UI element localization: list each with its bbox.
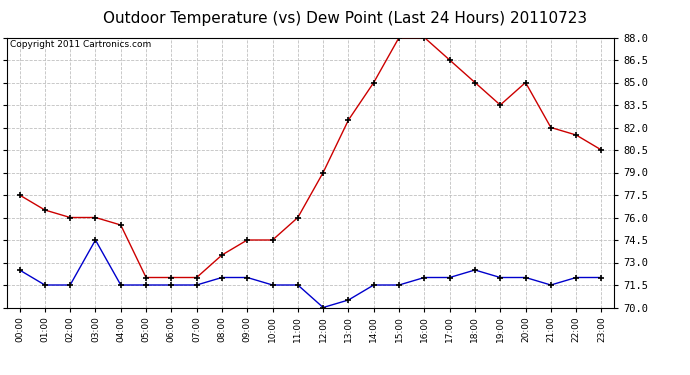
Text: Outdoor Temperature (vs) Dew Point (Last 24 Hours) 20110723: Outdoor Temperature (vs) Dew Point (Last…: [103, 11, 587, 26]
Text: Copyright 2011 Cartronics.com: Copyright 2011 Cartronics.com: [10, 40, 151, 49]
